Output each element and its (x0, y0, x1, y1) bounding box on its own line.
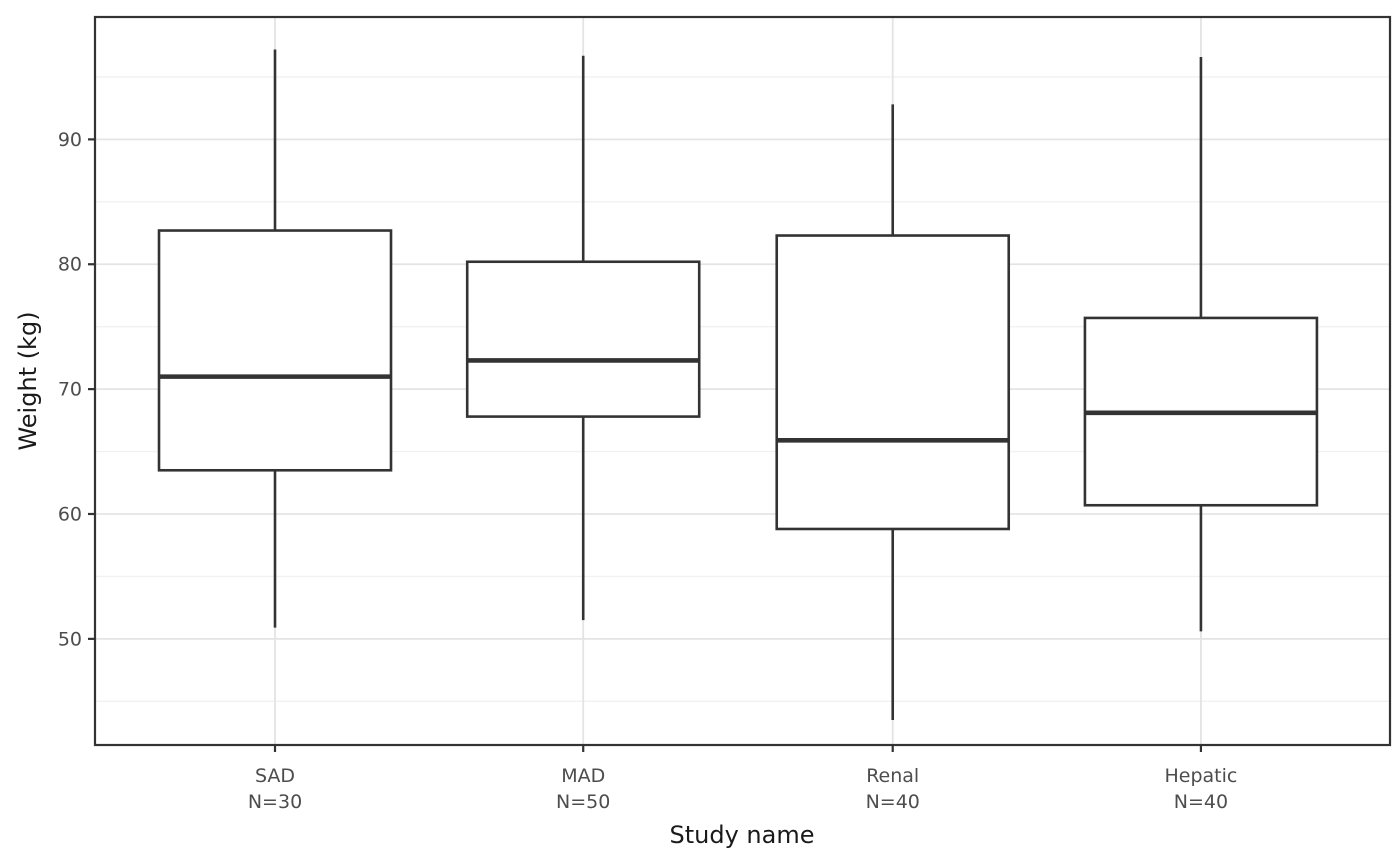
x-axis-title: Study name (670, 821, 815, 849)
box-renal (775, 104, 1011, 721)
y-tick-label: 80 (58, 254, 82, 276)
x-tick-label-n: N=50 (556, 791, 610, 813)
y-tick-label: 70 (58, 379, 82, 401)
box-sad (157, 49, 393, 628)
x-tick-label-n: N=40 (1174, 791, 1228, 813)
y-tick-label: 90 (58, 129, 82, 151)
x-tick-label-n: N=40 (866, 791, 920, 813)
x-tick-label-name: SAD (255, 765, 295, 787)
boxes (157, 49, 1319, 721)
axis-ticks-and-labels: 50 60 70 80 90 SAD N=30 MAD N=50 Renal N=40 Hepatic… (58, 129, 1238, 813)
box-mad (465, 55, 701, 621)
iqr-box (775, 234, 1011, 531)
box-hepatic (1083, 56, 1319, 632)
panel-border (93, 15, 1392, 747)
iqr-box (465, 260, 701, 418)
x-tick-label-n: N=30 (248, 791, 302, 813)
y-tick-label: 50 (58, 628, 82, 650)
y-tick-label: 60 (58, 503, 82, 525)
x-tick-label-name: Renal (866, 765, 919, 787)
y-axis-title: Weight (kg) (14, 311, 42, 450)
iqr-box (157, 229, 393, 472)
x-tick-label-name: Hepatic (1165, 765, 1238, 787)
x-tick-label-name: MAD (561, 765, 605, 787)
